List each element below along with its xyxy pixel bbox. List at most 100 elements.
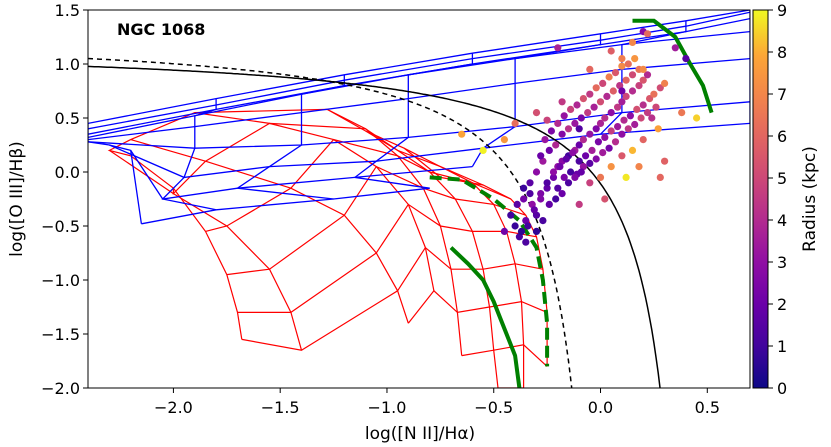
agn-grid-line: [88, 101, 750, 149]
scatter-point: [543, 179, 551, 187]
scatter-point: [558, 98, 566, 106]
scatter-point: [560, 112, 568, 120]
scatter-point: [601, 195, 609, 203]
scatter-point: [654, 125, 662, 133]
scatter-point: [605, 144, 613, 152]
scatter-point: [682, 55, 690, 63]
scatter-point: [609, 87, 617, 95]
colorbar: [752, 9, 769, 389]
scatter-point: [530, 206, 538, 214]
scatter-point: [569, 149, 577, 157]
agn-grid-line: [353, 53, 474, 189]
scatter-point: [648, 114, 656, 122]
scatter-point: [614, 123, 622, 131]
scatter-point: [637, 114, 645, 122]
scatter-point: [567, 168, 575, 176]
agn-grid-line: [88, 30, 750, 139]
scatter-point: [618, 87, 626, 95]
colorbar-tick-label: 8: [777, 43, 787, 62]
scatter-point: [590, 103, 598, 111]
scatter-point: [588, 146, 596, 154]
scatter-point: [575, 200, 583, 208]
y-tick-label: 1.5: [55, 1, 80, 20]
agn-grid-line: [88, 123, 143, 224]
scatter-point: [479, 146, 487, 154]
scatter-point: [515, 233, 524, 241]
chart-title: NGC 1068: [117, 20, 205, 39]
scatter-point: [564, 179, 573, 187]
x-tick-label: −1.0: [368, 398, 407, 417]
agn-grid-line: [130, 150, 473, 200]
kauffmann-line: [88, 57, 573, 388]
scatter-point: [631, 120, 639, 129]
scatter-point: [556, 163, 564, 171]
scatter-point: [643, 109, 652, 117]
scatter-point: [656, 84, 664, 92]
scatter-point: [528, 200, 536, 208]
scatter-point: [601, 133, 609, 141]
scatter-point: [526, 179, 534, 187]
scatter-point: [532, 211, 541, 219]
scatter-point: [500, 136, 508, 144]
colorbar-tick-label: 6: [777, 127, 787, 146]
scatter-point: [549, 173, 558, 181]
scatter-point: [552, 195, 560, 203]
scatter-point: [618, 55, 626, 63]
scatter-point: [599, 79, 607, 87]
sf-grid-line: [326, 108, 463, 356]
x-tick-label: −0.5: [474, 398, 513, 417]
scatter-point: [639, 136, 647, 144]
scatter-point: [558, 190, 566, 198]
scatter-point: [554, 44, 562, 52]
y-tick-label: −1.0: [41, 271, 80, 290]
scatter-point: [511, 119, 519, 127]
scatter-point: [532, 109, 541, 117]
scatter-point: [584, 109, 592, 117]
scatter-point: [517, 227, 526, 235]
sf-grid-line: [403, 147, 525, 388]
colorbar-tick-label: 3: [777, 253, 787, 272]
scatter-point: [592, 84, 600, 92]
scatter-point: [626, 112, 635, 120]
scatter-point: [643, 30, 652, 38]
colorbar-tick-label: 7: [777, 85, 787, 104]
agn-grid-line: [471, 33, 602, 167]
scatter-point: [661, 79, 669, 87]
colorbar-tick-label: 4: [777, 211, 787, 230]
x-tick-label: 0.0: [588, 398, 613, 417]
x-tick-label: 0.5: [695, 398, 720, 417]
scatter-point: [524, 222, 532, 230]
scatter-point: [635, 163, 643, 171]
scatter-point: [571, 119, 579, 127]
agn-grid-line: [235, 74, 345, 200]
scatter-point: [539, 217, 547, 225]
scatter-point: [656, 173, 664, 181]
scatter-point: [624, 125, 632, 133]
scatter-point: [526, 190, 534, 198]
scatter-point: [537, 195, 545, 203]
y-tick-label: −0.5: [41, 217, 80, 236]
scatter-point: [631, 55, 639, 63]
scatter-point: [543, 116, 551, 124]
scatter-point: [624, 60, 632, 68]
scatter-point: [582, 152, 590, 160]
scatter-point: [564, 125, 573, 133]
scatter-point: [586, 159, 594, 167]
scatter-point: [537, 152, 545, 160]
scatter-point: [618, 152, 626, 160]
scatter-point: [586, 179, 594, 187]
scatter-point: [596, 119, 605, 127]
scatter-point: [522, 217, 530, 225]
scatter-point: [541, 136, 549, 144]
scatter-point: [616, 82, 624, 90]
y-tick-label: 0.0: [55, 163, 80, 182]
scatter-point: [628, 87, 637, 95]
scatter-point: [575, 141, 583, 149]
scatter-point: [639, 65, 647, 73]
y-axis: −2.0 −1.5 −1.0 −0.5 0.0 0.5 1.0 1.5: [41, 1, 88, 398]
y-tick-label: −2.0: [41, 379, 80, 398]
scatter-point: [618, 98, 626, 106]
green-track-dashed: [429, 175, 550, 367]
scatter-point: [661, 157, 669, 165]
sf-grid-line: [241, 246, 544, 351]
